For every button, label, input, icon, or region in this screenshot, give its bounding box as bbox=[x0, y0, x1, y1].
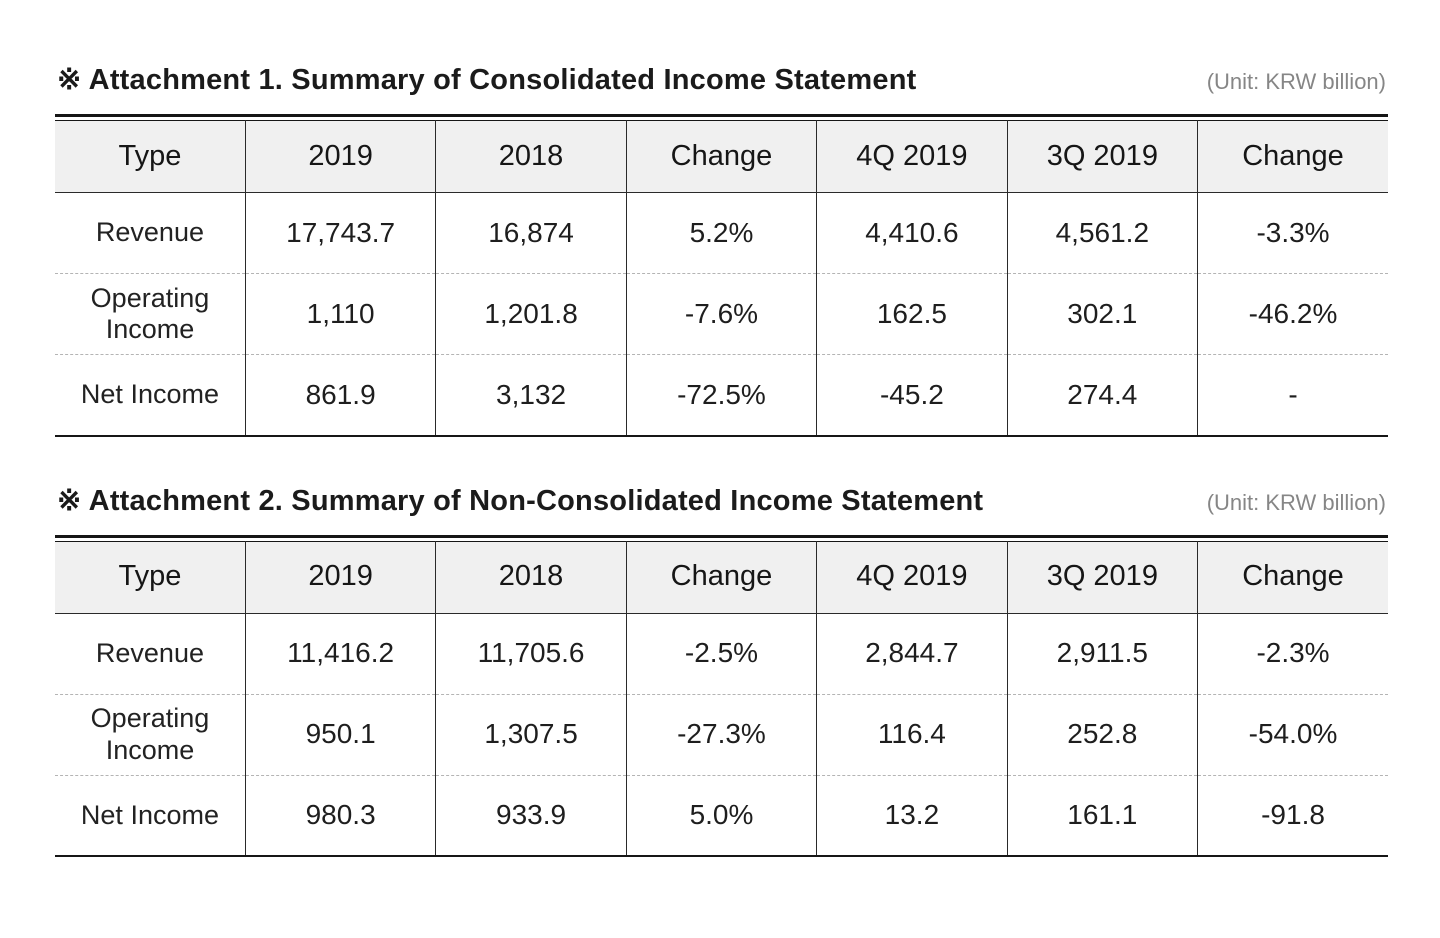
header-cell-change-qoq: Change bbox=[1197, 120, 1388, 193]
table-cell: 11,705.6 bbox=[435, 613, 627, 694]
table-cell: 861.9 bbox=[244, 354, 436, 436]
section-title: ※ Attachment 1. Summary of Consolidated … bbox=[57, 64, 917, 96]
non-consolidated-income-table: Type 2019 2018 Change 4Q 2019 3Q 2019 Ch… bbox=[55, 540, 1388, 857]
table-cell: -91.8 bbox=[1197, 774, 1388, 856]
table-cell: 5.2% bbox=[625, 192, 817, 274]
table-cell: -2.5% bbox=[625, 613, 817, 694]
table-cell: 252.8 bbox=[1006, 693, 1198, 775]
table-cell: 1,307.5 bbox=[435, 693, 627, 775]
header-cell-2019: 2019 bbox=[244, 541, 436, 614]
table-cell: 302.1 bbox=[1006, 273, 1198, 355]
table-cell: 1,201.8 bbox=[435, 273, 627, 355]
row-label: Revenue bbox=[55, 613, 246, 694]
table-cell: 116.4 bbox=[816, 693, 1008, 775]
row-label: Revenue bbox=[55, 192, 246, 274]
table-cell: 980.3 bbox=[244, 774, 436, 856]
table-cell: 13.2 bbox=[816, 774, 1008, 856]
section-title: ※ Attachment 2. Summary of Non-Consolida… bbox=[57, 484, 984, 517]
table-cell: 2,844.7 bbox=[816, 613, 1008, 694]
consolidated-income-table: Type 2019 2018 Change 4Q 2019 3Q 2019 Ch… bbox=[55, 120, 1388, 437]
table-cell: -7.6% bbox=[625, 273, 817, 355]
table-cell: 4,410.6 bbox=[816, 192, 1008, 274]
table-cell: 162.5 bbox=[816, 273, 1008, 355]
header-cell-2018: 2018 bbox=[435, 541, 627, 614]
unit-label: (Unit: KRW billion) bbox=[1206, 69, 1386, 94]
header-cell-2018: 2018 bbox=[435, 120, 627, 193]
table-cell: -3.3% bbox=[1197, 192, 1388, 274]
table-cell: -27.3% bbox=[625, 693, 817, 775]
table-cell: 11,416.2 bbox=[244, 613, 436, 694]
header-cell-type: Type bbox=[55, 120, 246, 193]
table-cell: 161.1 bbox=[1006, 774, 1198, 856]
header-cell-4q2019: 4Q 2019 bbox=[816, 541, 1008, 614]
table-cell: 1,110 bbox=[244, 273, 436, 355]
row-label: Net Income bbox=[55, 774, 246, 856]
table-cell: -46.2% bbox=[1197, 273, 1388, 355]
table-cell: 2,911.5 bbox=[1006, 613, 1198, 694]
section-title-row: ※ Attachment 2. Summary of Non-Consolida… bbox=[55, 483, 1388, 518]
table-cell: 17,743.7 bbox=[244, 192, 436, 274]
non-consolidated-income-table-wrap: Type 2019 2018 Change 4Q 2019 3Q 2019 Ch… bbox=[55, 534, 1388, 857]
table-cell: -45.2 bbox=[816, 354, 1008, 436]
table-row-operating-income: Operating Income 950.1 1,307.5 -27.3% 11… bbox=[55, 693, 1388, 775]
table-header-row: Type 2019 2018 Change 4Q 2019 3Q 2019 Ch… bbox=[55, 120, 1388, 193]
table-row-net-income: Net Income 861.9 3,132 -72.5% -45.2 274.… bbox=[55, 354, 1388, 436]
table-cell: 4,561.2 bbox=[1006, 192, 1198, 274]
consolidated-income-table-wrap: Type 2019 2018 Change 4Q 2019 3Q 2019 Ch… bbox=[55, 114, 1388, 437]
header-cell-3q2019: 3Q 2019 bbox=[1006, 541, 1198, 614]
table-row-revenue: Revenue 17,743.7 16,874 5.2% 4,410.6 4,5… bbox=[55, 192, 1388, 274]
unit-label: (Unit: KRW billion) bbox=[1206, 489, 1386, 515]
table-row-revenue: Revenue 11,416.2 11,705.6 -2.5% 2,844.7 … bbox=[55, 613, 1388, 694]
section-title-row: ※ Attachment 1. Summary of Consolidated … bbox=[55, 62, 1388, 97]
header-cell-3q2019: 3Q 2019 bbox=[1006, 120, 1198, 193]
row-label: Operating Income bbox=[55, 273, 246, 355]
row-label: Operating Income bbox=[55, 693, 246, 775]
header-cell-change-yoy: Change bbox=[625, 541, 817, 614]
header-cell-type: Type bbox=[55, 541, 246, 614]
non-consolidated-income-section: ※ Attachment 2. Summary of Non-Consolida… bbox=[55, 483, 1388, 857]
table-row-operating-income: Operating Income 1,110 1,201.8 -7.6% 162… bbox=[55, 273, 1388, 355]
table-cell: -72.5% bbox=[625, 354, 817, 436]
table-cell: 3,132 bbox=[435, 354, 627, 436]
table-cell: 950.1 bbox=[244, 693, 436, 775]
header-cell-4q2019: 4Q 2019 bbox=[816, 120, 1008, 193]
table-cell: 933.9 bbox=[435, 774, 627, 856]
table-cell: 16,874 bbox=[435, 192, 627, 274]
header-cell-change-yoy: Change bbox=[625, 120, 817, 193]
table-header-row: Type 2019 2018 Change 4Q 2019 3Q 2019 Ch… bbox=[55, 541, 1388, 614]
consolidated-income-section: ※ Attachment 1. Summary of Consolidated … bbox=[55, 62, 1388, 437]
table-cell: 274.4 bbox=[1006, 354, 1198, 436]
header-cell-2019: 2019 bbox=[244, 120, 436, 193]
header-cell-change-qoq: Change bbox=[1197, 541, 1388, 614]
table-cell: 5.0% bbox=[625, 774, 817, 856]
row-label: Net Income bbox=[55, 354, 246, 436]
table-row-net-income: Net Income 980.3 933.9 5.0% 13.2 161.1 -… bbox=[55, 774, 1388, 856]
table-cell: -54.0% bbox=[1197, 693, 1388, 775]
table-cell: -2.3% bbox=[1197, 613, 1388, 694]
table-cell: - bbox=[1197, 354, 1388, 436]
